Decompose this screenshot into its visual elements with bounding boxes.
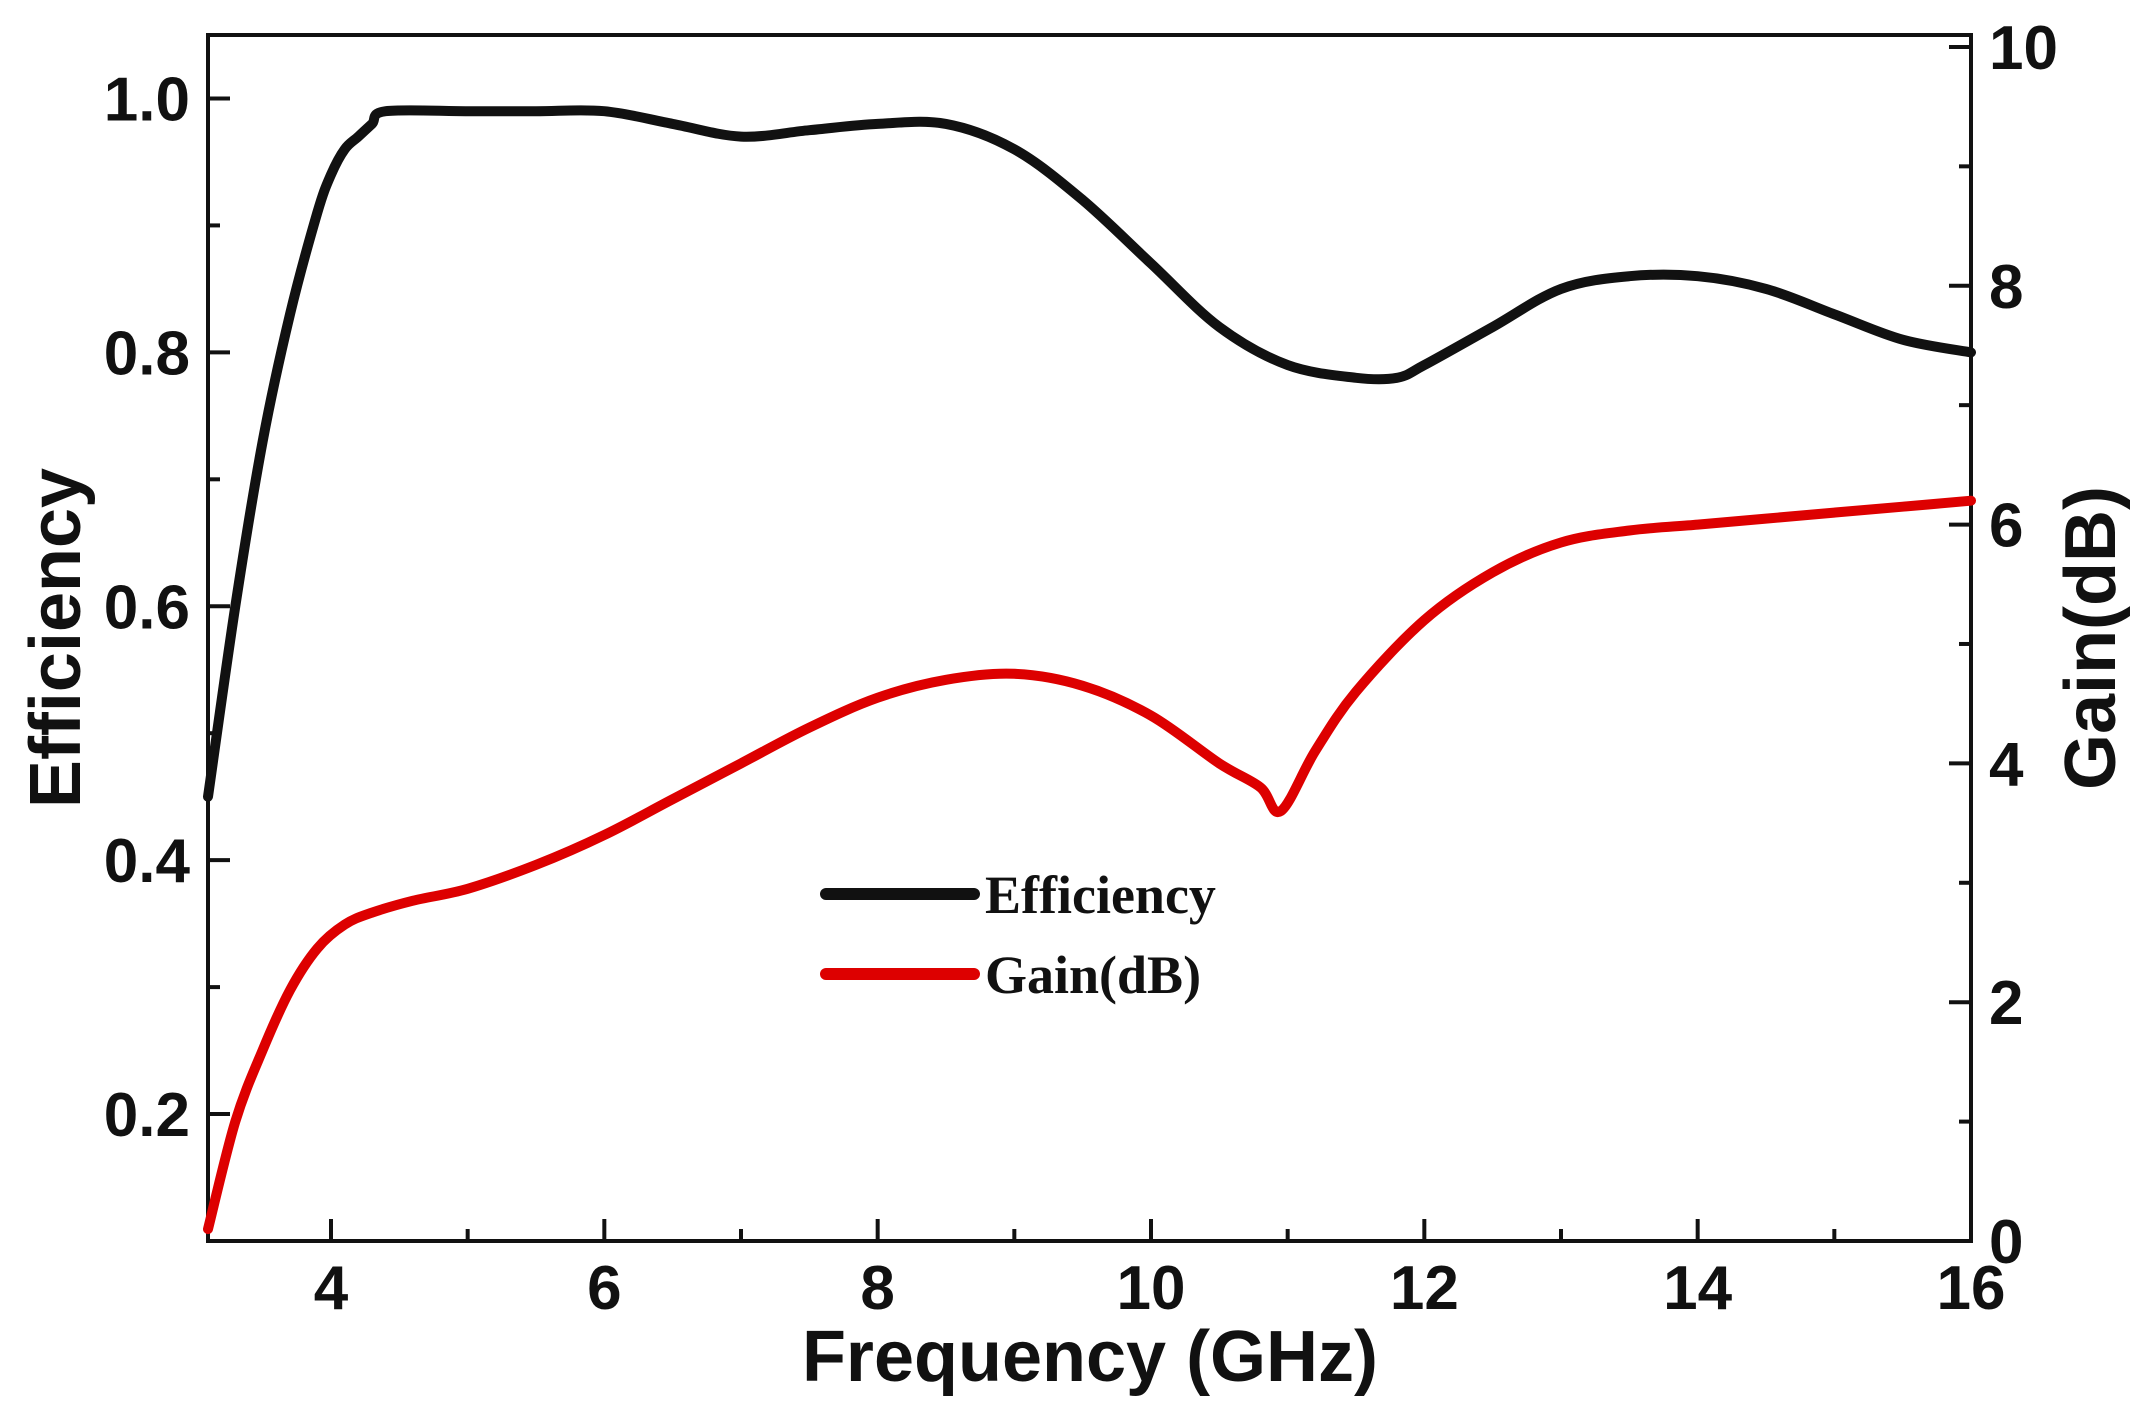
plot-frame — [206, 33, 1973, 1243]
legend-label-gain: Gain(dB) — [985, 945, 1201, 1005]
x-tick-label: 8 — [860, 1254, 894, 1323]
left-y-axis-title: Efficiency — [16, 468, 96, 808]
legend: Efficiency Gain(dB) — [820, 865, 1216, 1005]
right-y-tick-label: 10 — [1989, 14, 2058, 83]
right-y-tick-label: 2 — [1989, 969, 2023, 1038]
series-layer — [203, 105, 1976, 1235]
right-y-tick-label: 4 — [1989, 730, 2024, 799]
left-y-tick-label: 1.0 — [104, 65, 190, 134]
x-tick-label: 14 — [1663, 1254, 1732, 1323]
x-tick-label: 4 — [314, 1254, 349, 1323]
left-y-tick-label: 0.2 — [104, 1081, 190, 1150]
x-tick-label: 6 — [587, 1254, 621, 1323]
gain-line — [203, 495, 1976, 1235]
right-y-axis-title: Gain(dB) — [2051, 486, 2131, 790]
x-axis-title: Frequency (GHz) — [802, 1317, 1378, 1397]
left-y-tick-label: 0.8 — [104, 319, 190, 388]
legend-label-efficiency: Efficiency — [985, 865, 1216, 925]
left-y-axis-ticks: 0.2 0.4 0.6 0.8 1.0 — [104, 65, 230, 1150]
right-y-axis-ticks: 0 2 4 6 8 10 — [1949, 14, 2058, 1277]
x-axis-ticks: 4 6 8 10 12 14 16 — [314, 1219, 2006, 1323]
right-y-tick-label: 0 — [1989, 1208, 2023, 1277]
x-tick-label: 12 — [1390, 1254, 1459, 1323]
left-y-tick-label: 0.6 — [104, 573, 190, 642]
x-tick-label: 16 — [1937, 1254, 2006, 1323]
right-y-tick-label: 6 — [1989, 492, 2023, 561]
efficiency-line — [203, 105, 1976, 802]
x-tick-label: 10 — [1117, 1254, 1186, 1323]
right-y-tick-label: 8 — [1989, 253, 2023, 322]
left-y-tick-label: 0.4 — [104, 827, 191, 896]
